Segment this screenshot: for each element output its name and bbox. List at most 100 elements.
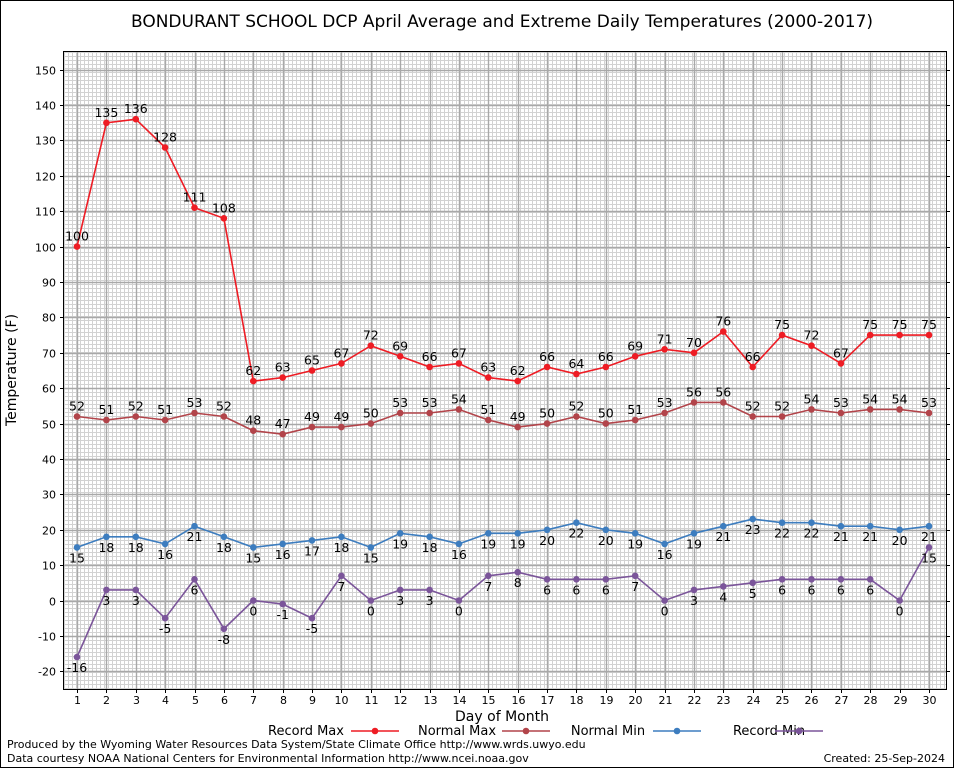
normal-min-data-label: 17: [304, 543, 320, 558]
y-tick-label: 70: [42, 348, 56, 361]
normal-max-point: [866, 406, 874, 413]
record-max-point: [543, 363, 551, 371]
record-max-data-label: 63: [275, 360, 291, 375]
record-max-data-label: 128: [153, 130, 177, 145]
record-max-point: [485, 374, 492, 381]
normal-max-point: [455, 406, 463, 413]
normal-min-point: [396, 530, 404, 537]
normal-max-data-label: 53: [833, 395, 849, 410]
normal-max-point: [220, 413, 228, 420]
y-tick-label: -10: [38, 631, 56, 644]
record-min-point: [220, 625, 228, 633]
normal-max-point: [73, 413, 81, 420]
record-min-series: [73, 544, 933, 661]
x-tick-label: 30: [923, 694, 937, 707]
record-max-data-label: 75: [921, 317, 937, 332]
normal-max-point: [338, 423, 345, 431]
record-min-point: [514, 568, 521, 576]
record-min-data-label: 6: [602, 582, 610, 597]
normal-max-point: [631, 416, 639, 424]
record-max-data-label: 72: [804, 328, 820, 343]
normal-max-data-label: 52: [568, 399, 584, 414]
x-tick-label: 17: [541, 694, 555, 707]
record-max-data-label: 67: [333, 345, 349, 360]
x-tick-label: 23: [717, 694, 731, 707]
x-tick-label: 16: [512, 694, 526, 707]
record-max-point: [73, 243, 81, 250]
record-max-point: [308, 367, 316, 374]
record-min-data-label: 6: [191, 582, 199, 597]
normal-min-data-label: 18: [128, 540, 144, 555]
normal-max-data-label: 51: [98, 402, 114, 417]
normal-max-data-label: 51: [157, 402, 173, 417]
normal-max-data-label: 49: [510, 409, 526, 424]
record-max-data-label: 66: [539, 349, 555, 364]
normal-max-point: [720, 399, 727, 406]
normal-min-point: [543, 526, 551, 534]
footer-created: Created: 25-Sep-2024: [824, 752, 945, 765]
record-min-data-label: 0: [455, 604, 463, 619]
normal-min-data-label: 16: [157, 547, 173, 562]
record-min-point: [749, 579, 756, 587]
x-tick-label: 26: [805, 694, 819, 707]
normal-max-point: [132, 413, 140, 420]
plot-area: [64, 52, 946, 689]
record-min-data-label: 3: [102, 593, 110, 608]
record-max-data-label: 67: [833, 345, 849, 360]
plot-background: [64, 52, 946, 689]
normal-max-point: [396, 409, 404, 417]
record-max-point: [602, 363, 610, 371]
x-tick-label: 13: [424, 694, 438, 707]
record-min-point: [602, 576, 610, 583]
record-min-point: [367, 597, 375, 604]
normal-max-point: [573, 413, 580, 420]
normal-min-point: [573, 519, 580, 526]
normal-max-data-label: 56: [715, 384, 731, 399]
normal-min-data-label: 18: [422, 540, 438, 555]
normal-min-data-label: 21: [833, 529, 849, 544]
normal-max-point: [925, 409, 933, 417]
normal-min-data-label: 22: [804, 526, 820, 541]
normal-min-data-label: 19: [510, 536, 526, 551]
record-max-data-label: 72: [363, 328, 379, 343]
normal-max-point: [279, 430, 287, 438]
axis-ticks: 1 2 3 4 5 6 7 8 9 10 11 12 13 14 15 16 17 18 19 20 21 22 23 24 2…: [35, 65, 950, 707]
x-axis-label: Day of Month: [455, 709, 549, 725]
x-tick-label: 9: [309, 694, 316, 707]
normal-min-point: [338, 533, 345, 541]
normal-min-data-label: 16: [451, 547, 467, 562]
record-min-data-label: 6: [837, 582, 845, 597]
x-tick-label: 10: [335, 694, 349, 707]
x-tick-label: 5: [192, 694, 199, 707]
legend-label-record-min: Record Min: [733, 724, 805, 739]
record-min-line: [76, 547, 930, 658]
normal-min-point: [308, 537, 316, 544]
record-min-data-label: 0: [367, 604, 375, 619]
normal-min-data-label: 21: [187, 529, 203, 544]
normal-min-point: [132, 533, 140, 541]
record-min-data-label: 6: [543, 582, 551, 597]
legend: Record Max Normal Max Normal Min Record Min: [268, 724, 823, 739]
record-min-data-label: 15: [921, 550, 937, 565]
record-min-point: [896, 597, 903, 604]
y-tick-label: 40: [42, 454, 56, 467]
normal-min-point: [455, 540, 463, 548]
record-min-point: [250, 597, 257, 604]
x-tick-label: 11: [365, 694, 379, 707]
normal-max-series: [73, 399, 933, 438]
record-min-point: [485, 572, 492, 580]
normal-max-point: [191, 409, 198, 417]
record-max-point: [103, 119, 110, 127]
normal-max-data-label: 56: [686, 384, 702, 399]
record-max-point: [250, 377, 257, 385]
record-min-point: [103, 586, 110, 594]
record-min-data-label: -1: [276, 607, 288, 622]
normal-min-data-label: 23: [745, 522, 761, 537]
normal-min-point: [250, 544, 257, 551]
record-max-point: [631, 353, 639, 360]
normal-min-point: [866, 522, 874, 530]
record-min-data-label: 7: [631, 579, 639, 594]
x-tick-label: 28: [864, 694, 878, 707]
record-max-data-label: 111: [183, 190, 207, 205]
